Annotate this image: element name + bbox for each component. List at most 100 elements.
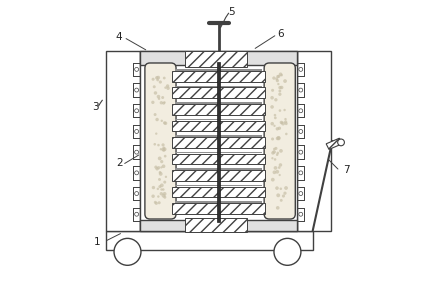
Circle shape [272,76,276,80]
Circle shape [164,86,167,89]
Bar [175,168,262,170]
Bar [172,71,265,81]
Circle shape [270,105,274,109]
Circle shape [157,144,160,146]
Circle shape [152,186,155,189]
Circle shape [284,118,287,120]
Text: 1: 1 [93,237,100,247]
Circle shape [162,194,165,198]
Circle shape [163,146,165,149]
Bar [175,102,262,104]
Bar [140,220,297,231]
Circle shape [284,109,286,111]
Bar [140,51,297,65]
Circle shape [280,122,283,124]
Circle shape [279,163,282,167]
Bar [140,51,297,231]
Circle shape [271,89,274,92]
Text: 6: 6 [277,29,284,39]
Circle shape [159,80,162,84]
Circle shape [166,84,169,88]
Circle shape [276,170,279,174]
Circle shape [158,178,161,181]
Circle shape [280,199,283,202]
Circle shape [275,186,279,190]
Bar [172,187,265,197]
Circle shape [283,79,287,83]
Circle shape [154,166,157,169]
Circle shape [151,101,155,104]
Circle shape [278,86,282,89]
Circle shape [282,195,285,198]
Circle shape [162,102,165,105]
Circle shape [155,118,159,121]
Circle shape [279,174,281,176]
Circle shape [154,91,157,95]
Circle shape [157,95,160,98]
Bar [172,87,265,98]
Circle shape [135,88,139,92]
Circle shape [161,148,165,151]
Circle shape [270,122,274,125]
Circle shape [284,186,288,190]
Text: 4: 4 [116,32,122,42]
Circle shape [271,157,273,159]
Bar [172,154,265,164]
Circle shape [276,153,279,156]
Circle shape [158,98,160,100]
FancyBboxPatch shape [264,63,295,219]
Circle shape [278,166,280,169]
Bar [175,69,262,71]
Circle shape [152,195,155,198]
Circle shape [135,171,139,175]
Circle shape [272,150,276,154]
Circle shape [164,122,167,125]
FancyBboxPatch shape [145,63,176,219]
Circle shape [278,92,282,96]
Bar [175,152,262,153]
Circle shape [156,79,159,81]
Circle shape [277,136,280,140]
Text: 2: 2 [116,158,122,168]
Bar [175,85,262,87]
Circle shape [271,138,274,140]
Circle shape [274,166,277,170]
Circle shape [158,185,161,188]
Circle shape [280,121,283,124]
Circle shape [163,192,167,196]
Circle shape [156,76,160,80]
Polygon shape [326,138,342,149]
Text: 5: 5 [228,7,235,17]
Bar [175,201,262,203]
Circle shape [159,101,163,104]
Circle shape [275,77,278,80]
Circle shape [272,170,276,174]
Circle shape [157,195,159,198]
Circle shape [135,129,139,133]
Circle shape [135,212,139,216]
Circle shape [162,164,165,168]
Circle shape [159,171,161,174]
Circle shape [164,155,167,158]
Circle shape [276,79,279,82]
Circle shape [285,133,288,135]
Circle shape [163,196,167,199]
Circle shape [166,87,170,90]
Bar [106,51,140,231]
Text: 3: 3 [93,102,99,112]
Circle shape [284,120,287,124]
Circle shape [276,206,280,210]
Bar [172,170,265,181]
Circle shape [160,160,163,163]
Circle shape [161,143,165,146]
Circle shape [165,176,167,178]
Circle shape [299,109,303,113]
Circle shape [276,75,280,78]
Circle shape [279,72,282,76]
Circle shape [278,90,281,92]
Circle shape [274,158,276,161]
Circle shape [279,109,281,112]
Circle shape [161,96,164,99]
Circle shape [284,191,287,195]
Circle shape [163,101,166,104]
